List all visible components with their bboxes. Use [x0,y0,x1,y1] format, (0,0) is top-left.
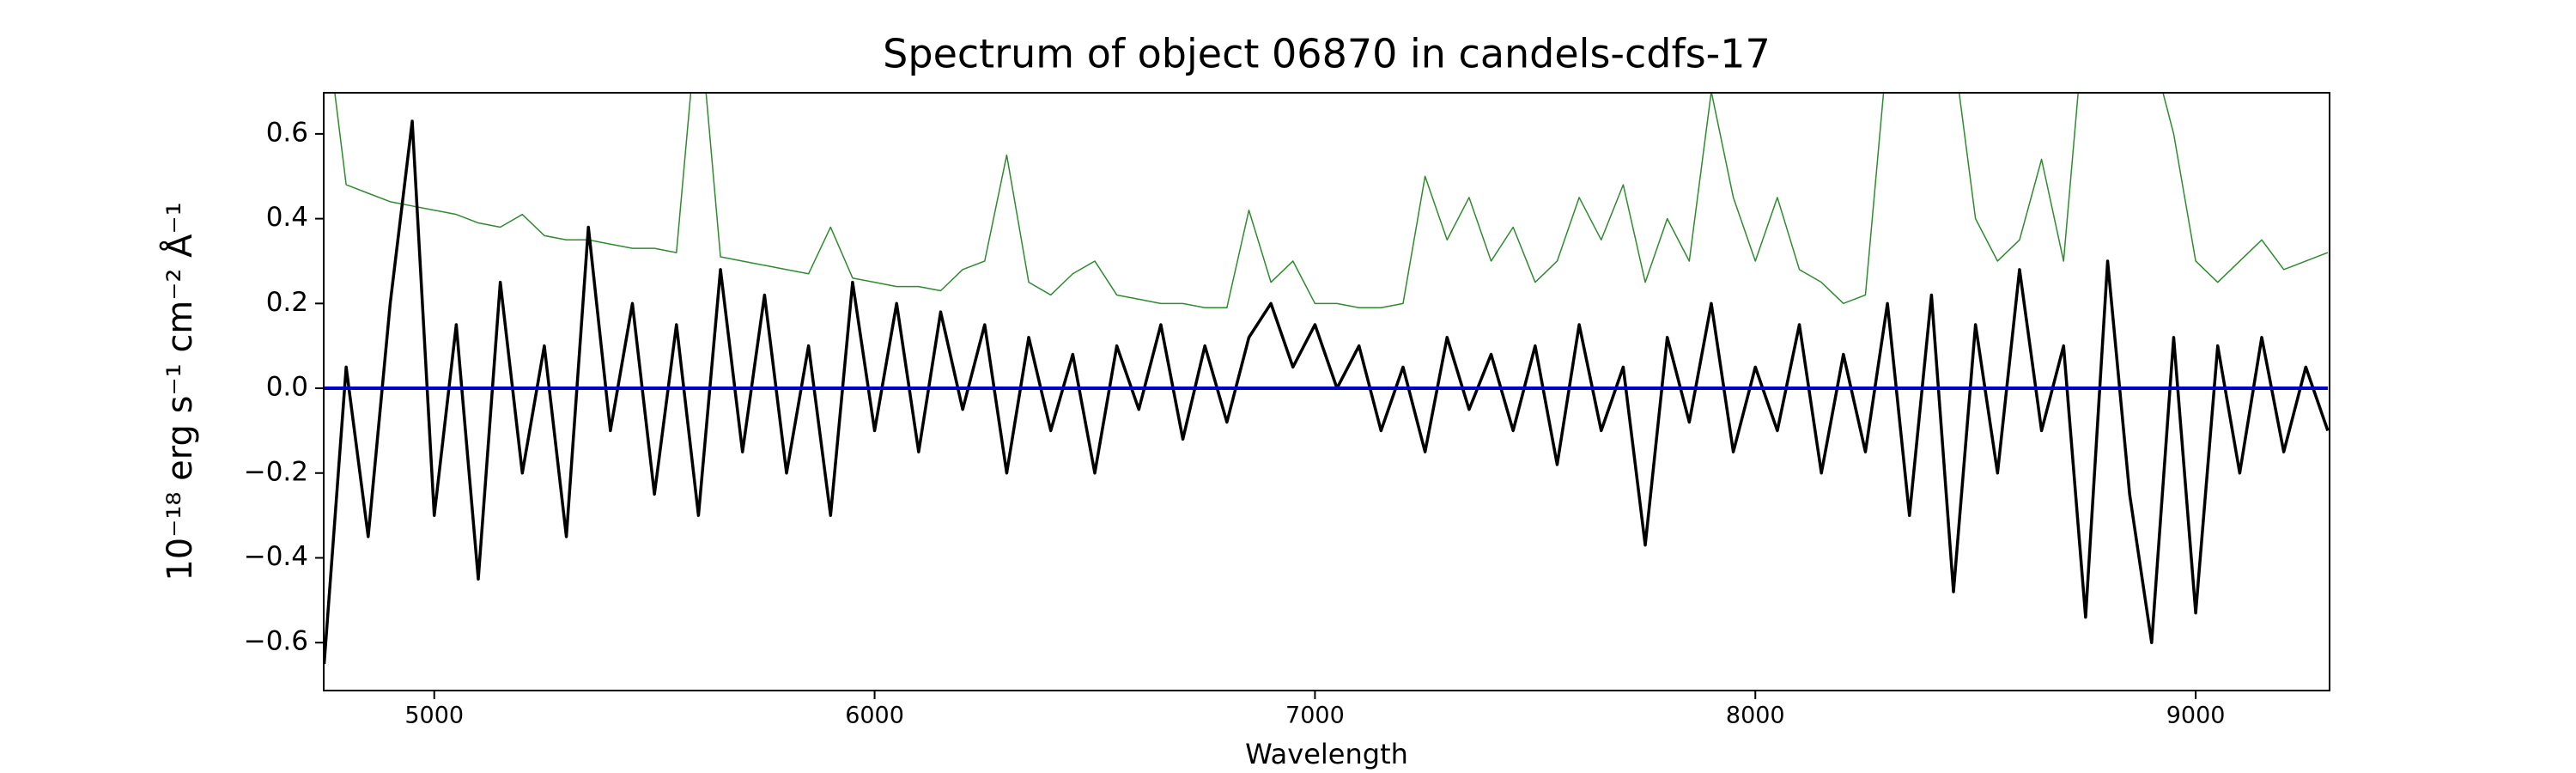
plot-area [324,93,2330,665]
y-tick-label: −0.4 [244,541,308,572]
x-tick-label: 6000 [845,703,904,729]
y-tick-label: −0.6 [244,626,308,657]
x-tick-label: 5000 [404,703,464,729]
y-tick-label: 0.4 [266,202,308,233]
y-tick-label: 0.0 [266,372,308,403]
x-tick-label: 7000 [1285,703,1345,729]
plot-frame [323,92,2330,691]
chart-title: Spectrum of object 06870 in candels-cdfs… [883,31,1771,77]
spectrum-line [334,93,2329,309]
spectrum-line [324,119,2330,665]
y-axis-label: 10⁻¹⁸ erg s⁻¹ cm⁻² Å⁻¹ [159,202,200,581]
x-tick-label: 9000 [2166,703,2226,729]
x-axis-label: Wavelength [1245,738,1408,770]
y-tick-label: −0.2 [244,456,308,487]
x-tick-label: 8000 [1726,703,1785,729]
y-tick-label: 0.2 [266,287,308,318]
y-tick-label: 0.6 [266,117,308,148]
